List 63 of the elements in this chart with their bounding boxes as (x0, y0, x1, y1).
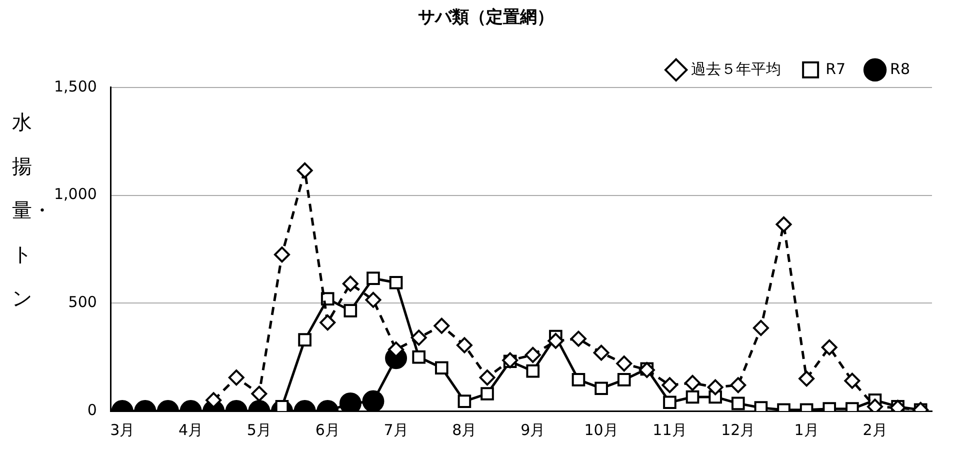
point (410, 330, 427, 346)
x-tick-label: 3月 (110, 420, 135, 439)
point (844, 372, 860, 389)
point (274, 246, 290, 263)
point (344, 304, 358, 318)
x-tick-label: 1月 (794, 420, 819, 439)
point (251, 386, 268, 402)
x-tick-label: 7月 (384, 420, 408, 439)
point (662, 377, 678, 394)
point (412, 350, 426, 364)
point (616, 356, 632, 372)
point (663, 396, 676, 410)
x-tick-label: 10月 (584, 420, 618, 439)
point (686, 390, 700, 404)
x-tick-label: 12月 (721, 420, 756, 439)
point (389, 276, 403, 290)
point (731, 396, 745, 410)
x-tick-label: 9月 (520, 420, 546, 439)
point (572, 373, 586, 386)
point (366, 272, 380, 285)
point (434, 361, 448, 375)
point (320, 314, 336, 331)
legend-label: 過去５年平均 (691, 60, 782, 78)
point (456, 337, 472, 354)
point (752, 320, 769, 336)
point (479, 370, 496, 386)
point (617, 373, 631, 386)
point (684, 374, 701, 391)
point (594, 382, 608, 396)
x-tick-label: 2月 (862, 420, 888, 439)
y-tick-label: 1,000 (54, 185, 97, 204)
point (342, 276, 358, 292)
y-tick-label: 500 (68, 293, 97, 312)
point (480, 387, 494, 400)
point (526, 364, 540, 378)
x-tick-label: 6月 (315, 420, 340, 439)
point (298, 333, 312, 346)
point (228, 370, 244, 386)
legend-label: R7 (826, 60, 846, 78)
point (730, 377, 746, 394)
chart-title: サバ類（定置網） (418, 8, 554, 28)
legend-label: R8 (890, 60, 910, 78)
y-tick-label: 0 (87, 400, 97, 419)
point (821, 339, 838, 356)
y-axis-title: 水揚量・トン (12, 109, 52, 312)
x-tick-label: 4月 (178, 420, 204, 439)
x-tick-label: 11月 (652, 420, 687, 439)
point (593, 344, 610, 361)
x-tick-label: 8月 (452, 420, 477, 439)
point (798, 370, 815, 387)
point (434, 318, 450, 334)
y-tick-label: 1,500 (54, 77, 97, 96)
point (362, 390, 384, 411)
point (548, 332, 564, 349)
point (776, 216, 792, 232)
point (570, 330, 586, 347)
point (524, 346, 541, 363)
point (275, 400, 289, 411)
x-tick-label: 5月 (246, 420, 272, 439)
point (707, 379, 724, 396)
point (296, 162, 313, 178)
point (365, 292, 382, 308)
point (458, 394, 472, 408)
